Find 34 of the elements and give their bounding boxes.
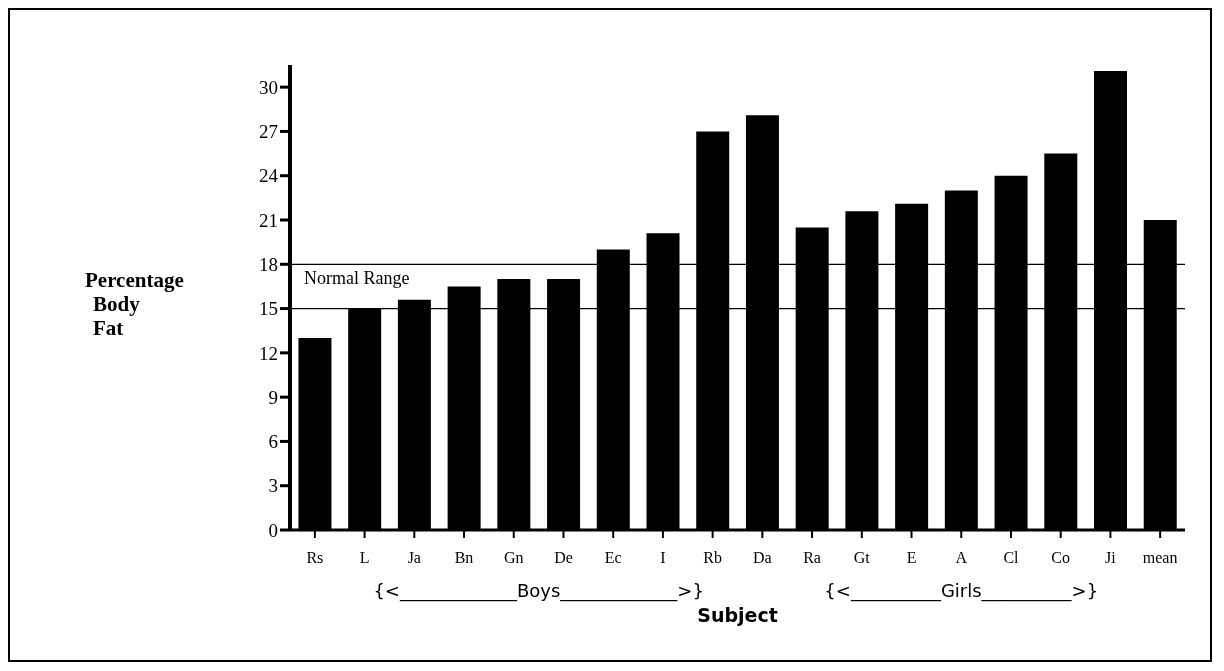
y-tick-label: 18 [259,254,278,276]
x-tick-label: De [554,549,573,567]
x-tick-label: I [660,549,666,567]
y-tick-label: 27 [259,121,278,143]
y-tick-label: 9 [268,386,278,408]
x-axis-title: Subject [697,604,778,626]
y-tick-label: 12 [259,342,278,364]
x-tick-label: Ji [1105,549,1117,567]
y-tick-label: 24 [259,165,279,187]
x-tick-label: Rs [306,549,324,567]
text: {<__________Girls__________>} [823,580,1100,601]
text: {<_____________Boys_____________>} [372,580,705,601]
x-tick-label: mean [1142,549,1178,567]
y-axis-title: Percentage Body Fat [85,268,184,340]
x-tick-label: Co [1051,549,1071,567]
y-tick-label: 30 [259,76,278,98]
y-tick-label: 6 [268,431,278,453]
x-tick-label: E [906,549,917,567]
x-tick-label: Rb [703,549,722,567]
x-tick-label: Ja [407,549,421,567]
x-tick-label: L [359,549,370,567]
x-tick-label: Ra [803,549,821,567]
y-tick-label: 3 [268,475,278,497]
y-tick-label: 21 [259,209,278,231]
x-tick-label: Bn [454,549,474,567]
x-tick-label: A [955,549,968,567]
y-tick-label: 0 [268,519,278,541]
x-tick-label: Ec [604,549,622,567]
x-tick-label: Gn [503,549,524,567]
y-tick-label: 15 [259,298,278,320]
x-tick-label: Gt [853,549,871,567]
ref-line-label: Normal Range [304,268,410,289]
x-tick-label: Da [753,549,772,567]
x-tick-label: Cl [1003,549,1020,567]
